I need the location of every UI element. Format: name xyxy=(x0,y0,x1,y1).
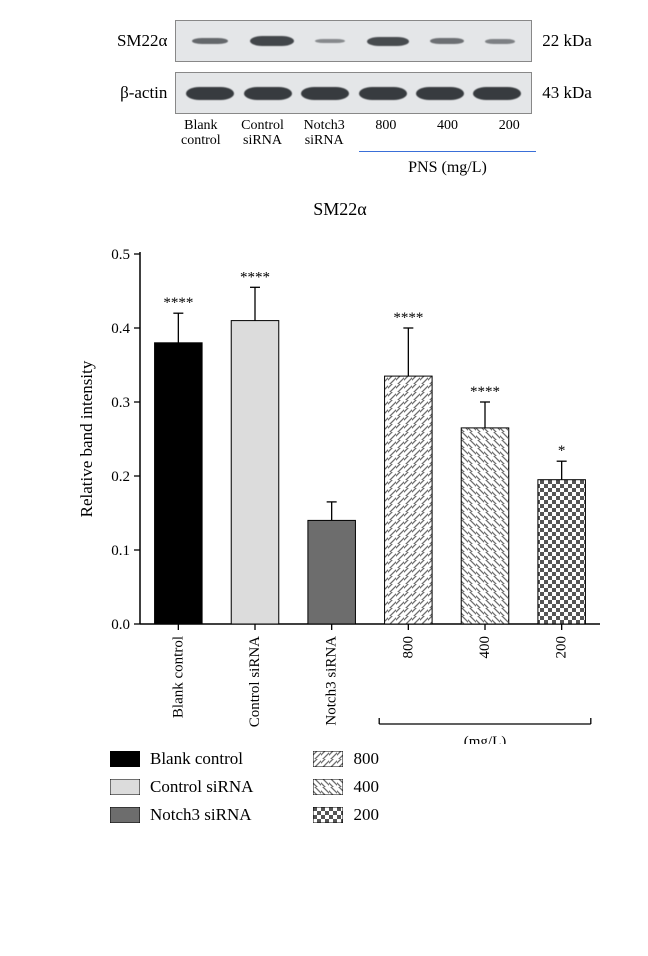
legend-label: Control siRNA xyxy=(150,777,253,797)
svg-text:****: **** xyxy=(470,384,500,400)
legend-label: 400 xyxy=(353,777,379,797)
blot-label-sm22a: SM22α xyxy=(100,31,175,51)
svg-text:*: * xyxy=(558,443,566,459)
lane-label: 800 xyxy=(355,118,417,149)
svg-text:Relative band intensity: Relative band intensity xyxy=(77,360,96,517)
legend-label: 200 xyxy=(353,805,379,825)
svg-text:400: 400 xyxy=(477,636,493,659)
blot-label-bactin: β-actin xyxy=(100,83,175,103)
svg-text:****: **** xyxy=(393,310,423,326)
lane-label: 400 xyxy=(417,118,479,149)
blot-image-bactin xyxy=(175,72,532,114)
pns-label: PNS (mg/L) xyxy=(359,159,536,177)
svg-text:800: 800 xyxy=(400,636,416,659)
svg-text:0.4: 0.4 xyxy=(111,321,130,337)
lane-label: 200 xyxy=(478,118,540,149)
legend-item: 800 xyxy=(313,749,379,769)
blot-row-bactin: β-actin 43 kDa xyxy=(100,72,600,114)
svg-text:0.5: 0.5 xyxy=(111,247,130,263)
legend-column-2: 800 400 200 xyxy=(313,749,379,825)
svg-text:0.3: 0.3 xyxy=(111,395,130,411)
legend-item: Control siRNA xyxy=(110,777,253,797)
legend-label: Notch3 siRNA xyxy=(150,805,252,825)
legend-label: 800 xyxy=(353,749,379,769)
svg-text:****: **** xyxy=(163,295,193,311)
legend-item: Notch3 siRNA xyxy=(110,805,253,825)
blot-image-sm22a xyxy=(175,20,532,62)
lane-label: Notch3siRNA xyxy=(293,118,355,149)
svg-text:****: **** xyxy=(240,269,270,285)
lane-label: Blankcontrol xyxy=(170,118,232,149)
chart-svg: 0.0 0.1 0.2 0.3 0.4 0.5 Relative band intensit… xyxy=(60,224,620,744)
lane-label: ControlsiRNA xyxy=(232,118,294,149)
legend-label: Blank control xyxy=(150,749,243,769)
bar-chart: SM22α 0.0 0.1 0.2 0.3 0.4 0.5 Relative band in… xyxy=(60,199,620,729)
svg-text:0.0: 0.0 xyxy=(111,617,130,633)
legend-item: Blank control xyxy=(110,749,253,769)
svg-text:Notch3 siRNA: Notch3 siRNA xyxy=(324,636,340,726)
svg-text:Blank control: Blank control xyxy=(170,636,186,718)
legend-item: 200 xyxy=(313,805,379,825)
svg-text:Control siRNA: Control siRNA xyxy=(247,636,263,727)
legend-column-1: Blank control Control siRNA Notch3 siRNA xyxy=(110,749,253,825)
svg-text:0.2: 0.2 xyxy=(111,469,130,485)
svg-text:(mg/L): (mg/L) xyxy=(464,734,507,744)
legend-item: 400 xyxy=(313,777,379,797)
chart-title: SM22α xyxy=(60,199,620,220)
svg-text:0.1: 0.1 xyxy=(111,543,130,559)
svg-text:200: 200 xyxy=(554,636,570,659)
western-blot-panel: SM22α 22 kDa β-actin 43 kDa Blankcontrol… xyxy=(100,20,600,189)
pns-bracket: PNS (mg/L) xyxy=(170,149,540,189)
blot-row-sm22a: SM22α 22 kDa xyxy=(100,20,600,62)
legend: Blank control Control siRNA Notch3 siRNA 8… xyxy=(110,749,628,825)
blot-kda-sm22a: 22 kDa xyxy=(532,31,600,51)
blot-lane-labels: BlankcontrolControlsiRNANotch3siRNA80040… xyxy=(170,118,540,149)
pns-line xyxy=(359,151,536,152)
blot-kda-bactin: 43 kDa xyxy=(532,83,600,103)
